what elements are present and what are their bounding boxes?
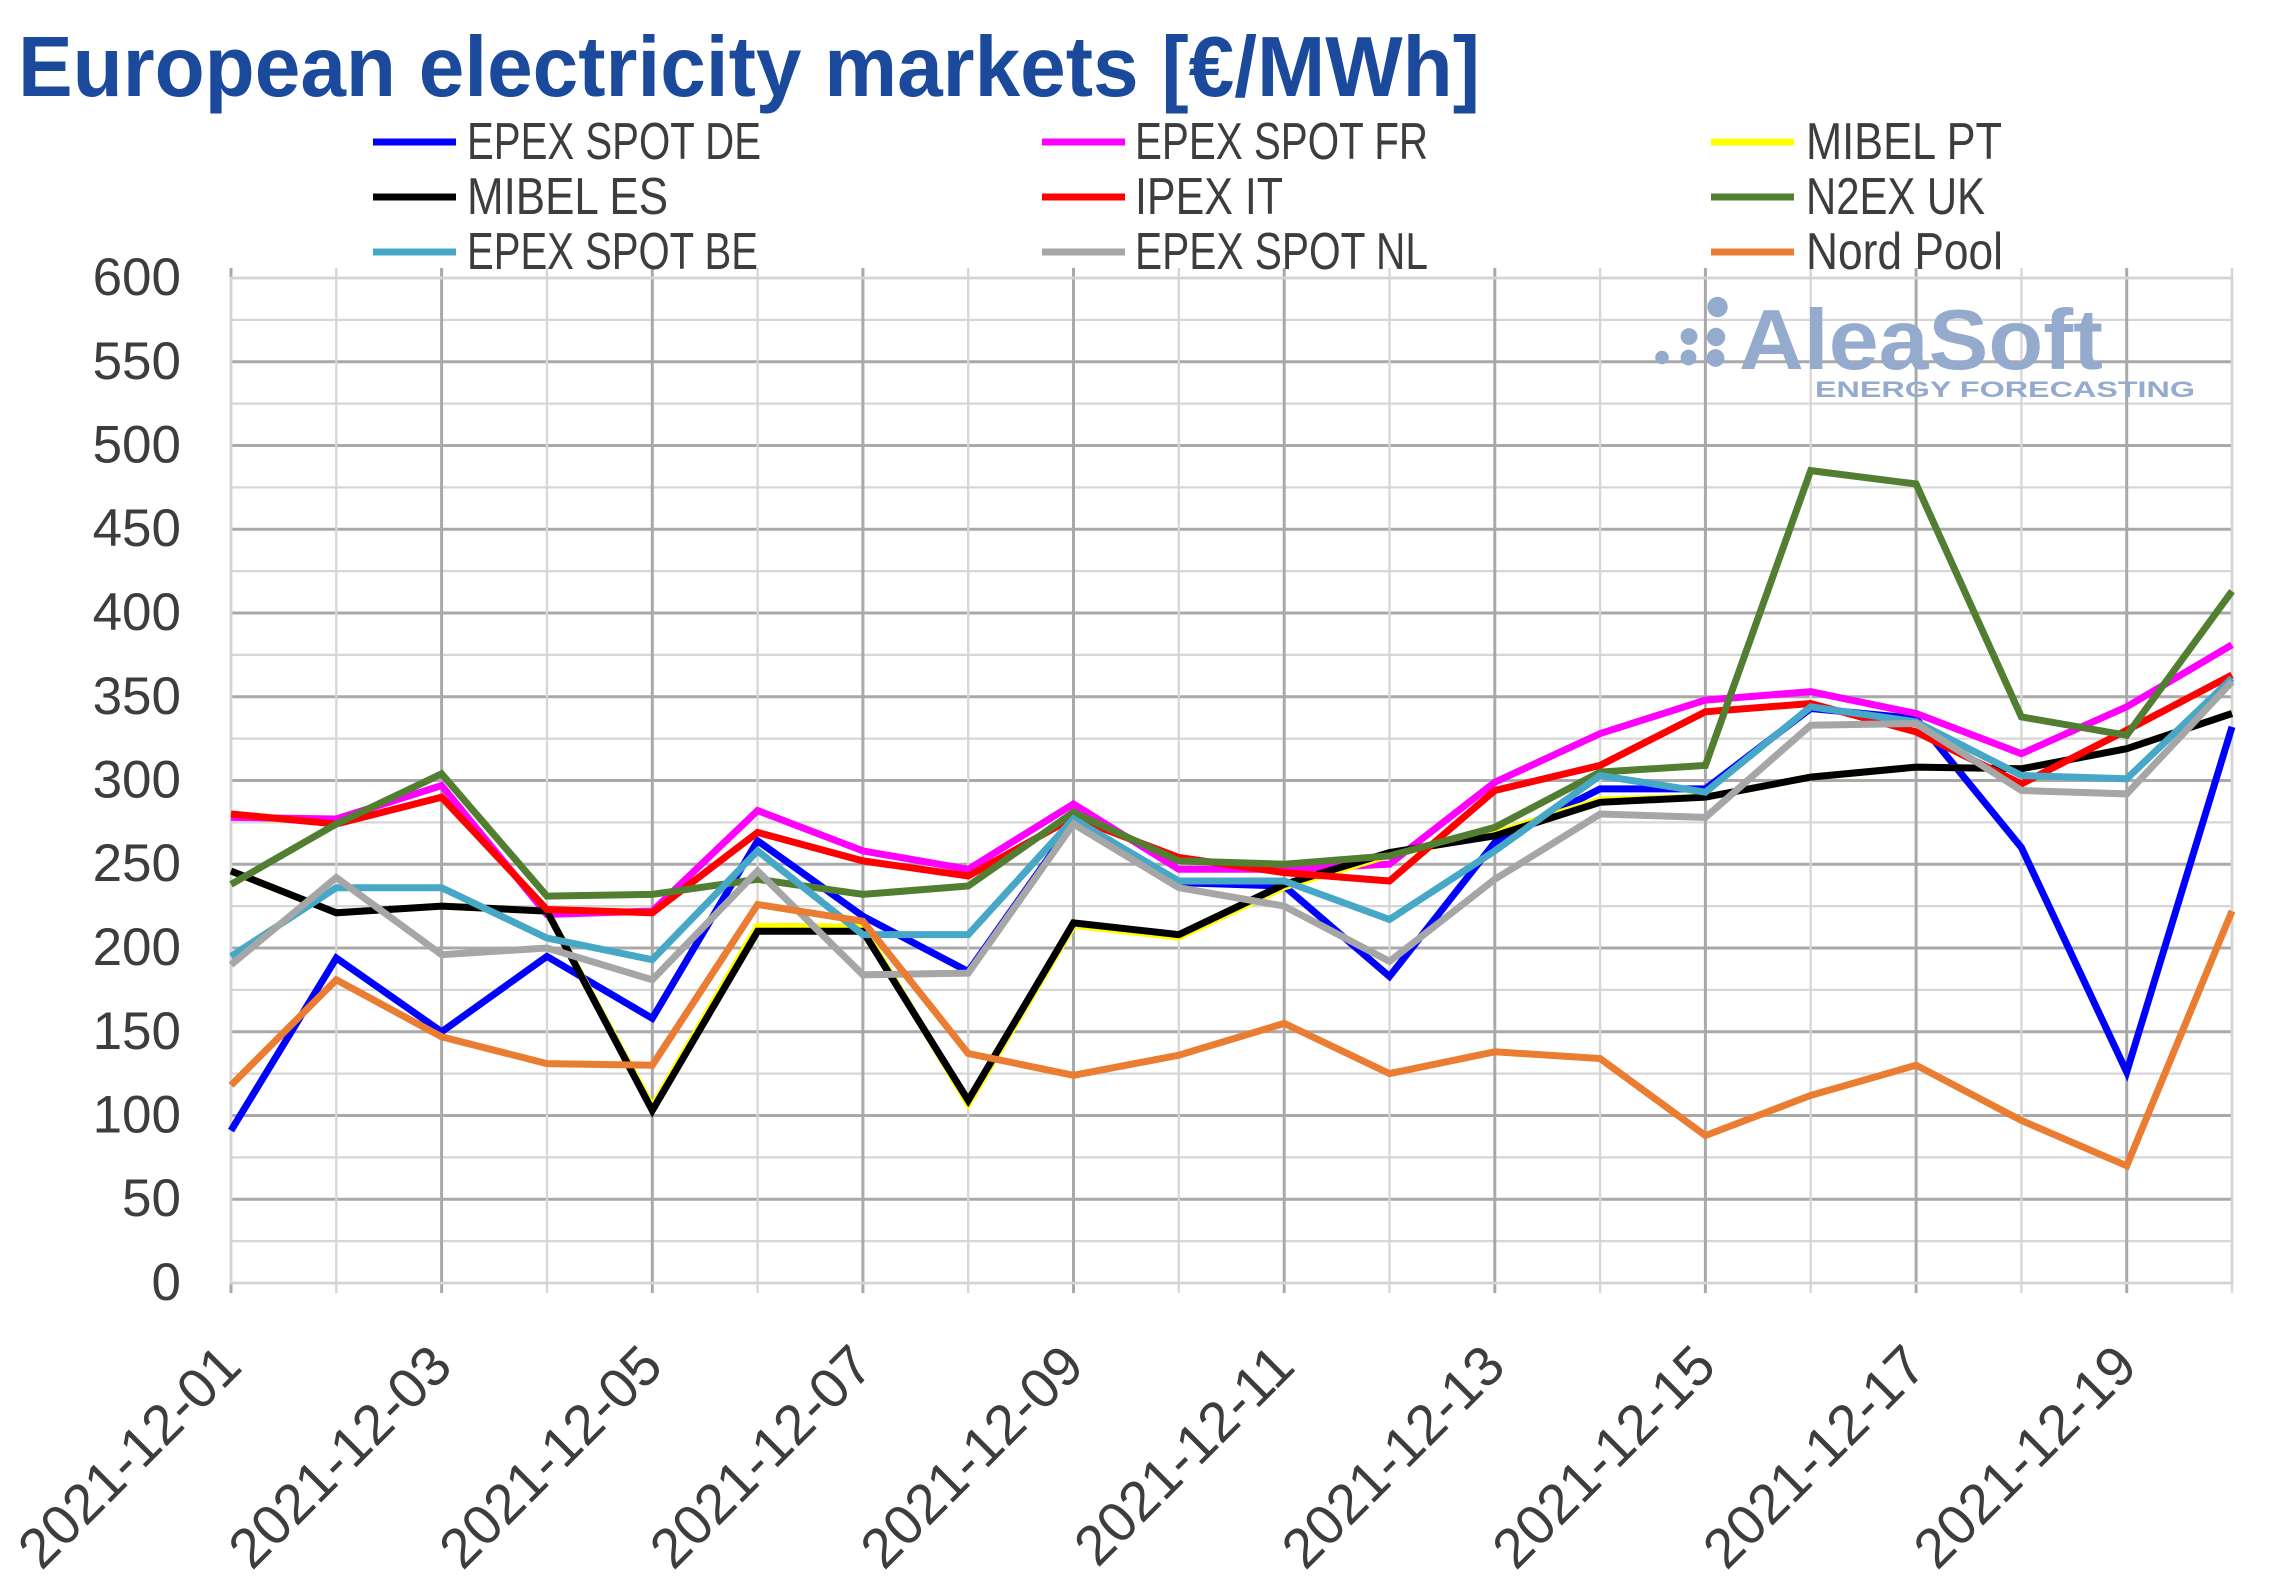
svg-text:250: 250 <box>93 834 181 893</box>
svg-text:200: 200 <box>93 918 181 977</box>
svg-text:European electricity markets [: European electricity markets [€/MWh] <box>18 20 1480 115</box>
svg-text:400: 400 <box>93 583 181 642</box>
svg-text:AleaSoft: AleaSoft <box>1739 293 2103 388</box>
svg-text:0: 0 <box>152 1253 181 1312</box>
svg-text:EPEX SPOT FR: EPEX SPOT FR <box>1135 113 1428 171</box>
svg-text:MIBEL PT: MIBEL PT <box>1806 113 2002 171</box>
svg-text:150: 150 <box>93 1002 181 1061</box>
svg-text:EPEX SPOT DE: EPEX SPOT DE <box>467 113 761 171</box>
svg-text:EPEX SPOT BE: EPEX SPOT BE <box>467 223 758 281</box>
svg-text:350: 350 <box>93 667 181 726</box>
svg-text:50: 50 <box>122 1169 181 1228</box>
svg-text:MIBEL ES: MIBEL ES <box>467 168 668 226</box>
svg-text:100: 100 <box>93 1086 181 1145</box>
svg-text:450: 450 <box>93 499 181 558</box>
svg-text:300: 300 <box>93 751 181 810</box>
svg-text:500: 500 <box>93 416 181 475</box>
svg-text:EPEX SPOT NL: EPEX SPOT NL <box>1135 223 1428 281</box>
svg-text:ENERGY FORECASTING: ENERGY FORECASTING <box>1815 377 2195 402</box>
svg-text:N2EX UK: N2EX UK <box>1806 168 1985 226</box>
svg-text:Nord Pool: Nord Pool <box>1806 223 2003 281</box>
svg-text:IPEX IT: IPEX IT <box>1135 168 1283 226</box>
svg-text:550: 550 <box>93 332 181 391</box>
svg-text:600: 600 <box>93 248 181 307</box>
